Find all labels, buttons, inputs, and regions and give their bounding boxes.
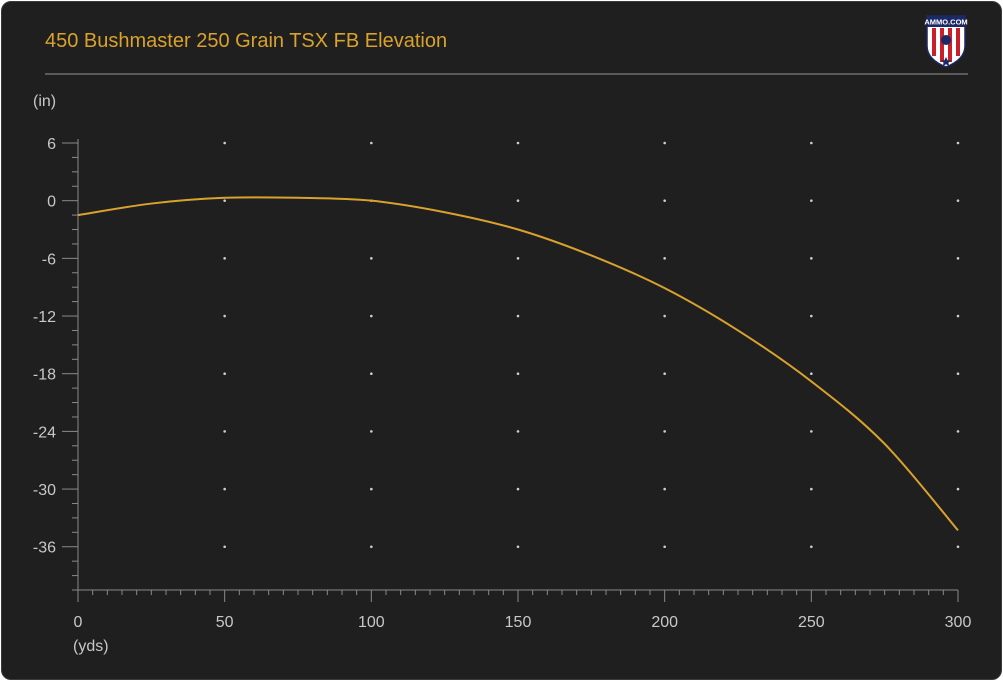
grid-dot bbox=[810, 314, 813, 318]
grid-dot bbox=[810, 545, 813, 549]
series-group bbox=[77, 196, 959, 532]
grid-dot bbox=[516, 372, 520, 376]
logo-text: AMMO.COM bbox=[924, 18, 967, 27]
grid-dot bbox=[516, 487, 520, 491]
grid-dot bbox=[223, 487, 226, 491]
grid-dot bbox=[223, 545, 226, 549]
grid-dot bbox=[956, 545, 960, 549]
y-tick-label: -6 bbox=[42, 251, 56, 268]
grid-dot bbox=[370, 430, 373, 433]
grid-dot bbox=[663, 199, 666, 202]
grid-dot bbox=[956, 199, 960, 202]
y-tick-label: -24 bbox=[33, 424, 56, 441]
grid-dot bbox=[370, 314, 373, 318]
grid-dot bbox=[223, 141, 226, 145]
grid-dot bbox=[956, 487, 960, 491]
y-tick-label: -18 bbox=[33, 367, 56, 384]
grid-dot bbox=[370, 372, 373, 376]
x-tick-label: 0 bbox=[74, 614, 83, 631]
ammo-logo-icon: AMMO.COM bbox=[924, 15, 968, 68]
grid-dot bbox=[516, 314, 520, 318]
y-tick-label: -12 bbox=[33, 309, 56, 326]
x-tick-label: 200 bbox=[651, 614, 678, 631]
chart-title: 450 Bushmaster 250 Grain TSX FB Elevatio… bbox=[45, 30, 448, 52]
y-tick-label: -36 bbox=[33, 540, 56, 557]
grid-dot bbox=[956, 141, 960, 145]
grid-dot bbox=[956, 314, 960, 318]
grid-dot bbox=[370, 487, 373, 491]
y-axis-unit-label: (in) bbox=[33, 93, 57, 110]
x-axis-unit-label: (yds) bbox=[73, 638, 109, 655]
grid-dot bbox=[663, 545, 666, 549]
grid-dots bbox=[223, 141, 960, 549]
grid-dot bbox=[663, 257, 666, 260]
y-tick-label: 6 bbox=[47, 136, 56, 153]
grid-dot bbox=[223, 257, 226, 260]
x-tick-label: 50 bbox=[216, 614, 234, 631]
series-line-0 bbox=[77, 196, 959, 532]
y-tick-labels: 6 0 -6 -12 -18 -24 -30 -36 bbox=[33, 136, 56, 557]
grid-dot bbox=[810, 141, 813, 145]
grid-dot bbox=[663, 372, 666, 376]
grid-dot bbox=[810, 487, 813, 491]
grid-dot bbox=[663, 141, 666, 145]
y-tick-label: 0 bbox=[47, 194, 56, 211]
title-divider bbox=[45, 73, 968, 75]
grid-dot bbox=[956, 430, 960, 433]
grid-dot bbox=[810, 257, 813, 260]
grid-dot bbox=[516, 199, 520, 202]
grid-dot bbox=[516, 430, 520, 433]
grid-dot bbox=[516, 257, 520, 260]
grid-dot bbox=[810, 372, 813, 376]
grid-dot bbox=[370, 545, 373, 549]
grid-dot bbox=[956, 257, 960, 260]
x-tick-labels: 0 50 100 150 200 250 300 bbox=[74, 614, 972, 631]
y-tick-label: -30 bbox=[33, 482, 56, 499]
axes bbox=[62, 139, 959, 602]
grid-dot bbox=[663, 430, 666, 433]
grid-dot bbox=[516, 141, 520, 145]
x-tick-label: 150 bbox=[505, 614, 532, 631]
grid-dot bbox=[663, 487, 666, 491]
grid-dot bbox=[810, 430, 813, 433]
grid-dot bbox=[223, 314, 226, 318]
grid-dot bbox=[223, 430, 226, 433]
grid-dot bbox=[663, 314, 666, 318]
grid-dot bbox=[810, 199, 813, 202]
grid-dot bbox=[223, 372, 226, 376]
x-tick-label: 250 bbox=[798, 614, 825, 631]
grid-dot bbox=[370, 257, 373, 260]
x-tick-label: 300 bbox=[945, 614, 972, 631]
grid-dot bbox=[370, 141, 373, 145]
x-tick-label: 100 bbox=[358, 614, 385, 631]
grid-dot bbox=[956, 372, 960, 376]
grid-dot bbox=[223, 199, 226, 202]
grid-dot bbox=[516, 545, 520, 549]
